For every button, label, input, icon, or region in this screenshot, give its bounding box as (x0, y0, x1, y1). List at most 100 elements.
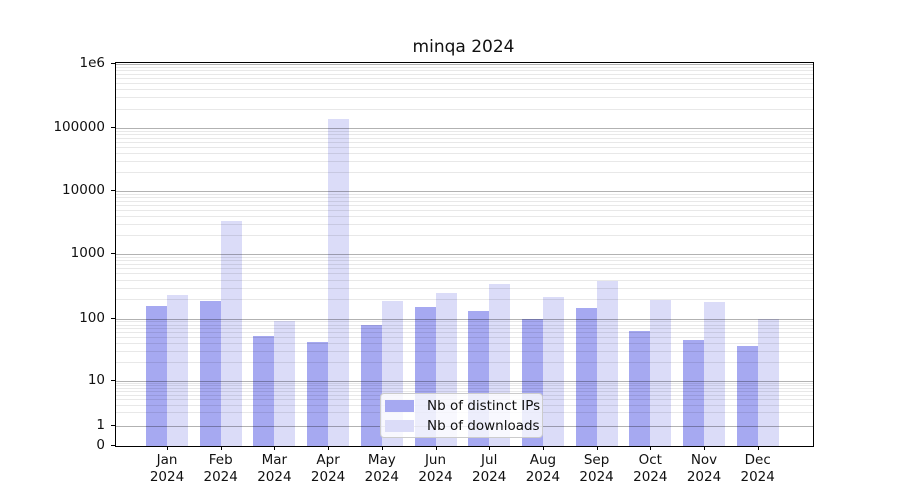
minor-gridline (116, 89, 813, 91)
x-tick-mark (435, 446, 437, 450)
minor-gridline (116, 235, 813, 237)
legend-row-downloads: Nb of downloads (385, 419, 540, 433)
y-tick-mark (111, 190, 115, 191)
y-tick-mark (111, 380, 115, 381)
minor-gridline (116, 299, 813, 301)
plot-area (115, 62, 814, 447)
minor-gridline (116, 70, 813, 72)
bar-downloads-nov (704, 302, 725, 446)
minor-gridline (116, 351, 813, 353)
minor-gridline (116, 108, 813, 110)
x-tick-label-jul: Jul 2024 (472, 452, 507, 485)
x-tick-label-jun: Jun 2024 (418, 452, 453, 485)
minor-gridline (116, 256, 813, 258)
y-tick-mark (111, 63, 115, 64)
bar-distinct-ips-oct (629, 331, 651, 446)
y-tick-label-0: 0 (96, 437, 105, 453)
minor-gridline (116, 263, 813, 265)
minor-gridline (116, 279, 813, 281)
chart-title: minqa 2024 (412, 37, 515, 57)
x-tick-label-nov: Nov 2024 (686, 452, 722, 485)
bar-downloads-feb (220, 221, 242, 446)
y-tick-label-10000: 10000 (62, 182, 105, 198)
x-tick-label-feb: Feb 2024 (203, 452, 238, 485)
bar-distinct-ips-may (360, 324, 382, 446)
minor-gridline (116, 383, 813, 385)
y-tick-mark (111, 253, 115, 254)
minor-gridline (116, 204, 813, 206)
minor-gridline (116, 268, 813, 270)
y-tick-mark (111, 317, 115, 319)
x-tick-mark (704, 446, 705, 450)
x-tick-mark (220, 446, 222, 450)
minor-gridline (116, 260, 813, 262)
minor-gridline (116, 223, 813, 225)
y-tick-label-1e6: 1e6 (79, 55, 105, 71)
bar-downloads-oct (650, 299, 672, 446)
y-tick-label-100000: 100000 (53, 119, 105, 135)
bar-downloads-sep (596, 280, 618, 446)
bar-distinct-ips-jan (146, 306, 167, 446)
minor-gridline (116, 130, 813, 132)
minor-gridline (116, 321, 813, 323)
bar-downloads-apr (328, 118, 350, 446)
y-tick-mark (111, 127, 115, 128)
legend-label-downloads: Nb of downloads (427, 417, 540, 434)
x-tick-mark (167, 446, 168, 450)
minor-gridline (116, 146, 813, 148)
x-tick-label-dec: Dec 2024 (740, 452, 775, 485)
gridlines-layer (116, 63, 813, 446)
minor-gridline (116, 141, 813, 143)
minor-gridline (116, 332, 813, 334)
minor-gridline (116, 134, 813, 136)
x-tick-mark (542, 446, 544, 450)
y-tick-label-1: 1 (96, 417, 105, 433)
minor-gridline (116, 172, 813, 174)
x-tick-label-sep: Sep 2024 (579, 452, 614, 485)
legend: Nb of distinct IPs Nb of downloads (380, 393, 543, 438)
minor-gridline (116, 287, 813, 289)
minor-gridline (116, 337, 813, 339)
minor-gridline (116, 78, 813, 80)
legend-label-distinct-ips: Nb of distinct IPs (427, 397, 541, 414)
minor-gridline (116, 197, 813, 199)
minor-gridline (116, 153, 813, 155)
minor-gridline (116, 362, 813, 364)
x-tick-label-mar: Mar 2024 (257, 452, 292, 485)
minor-gridline (116, 193, 813, 195)
minor-gridline (116, 387, 813, 389)
minor-gridline (116, 324, 813, 326)
major-gridline (116, 191, 813, 192)
legend-row-distinct-ips: Nb of distinct IPs (385, 399, 540, 413)
minor-gridline (116, 200, 813, 202)
y-tick-mark (111, 445, 115, 446)
minor-gridline (116, 385, 813, 387)
minor-gridline (116, 73, 813, 75)
y-tick-label-1000: 1000 (70, 245, 105, 261)
x-tick-mark (381, 446, 383, 450)
minor-gridline (116, 97, 813, 99)
major-gridline (116, 128, 813, 129)
bar-distinct-ips-dec (736, 346, 758, 446)
bar-distinct-ips-sep (575, 308, 597, 446)
minor-gridline (116, 66, 813, 68)
major-gridline (116, 318, 813, 320)
minor-gridline (116, 83, 813, 85)
minor-gridline (116, 160, 813, 162)
x-tick-label-oct: Oct 2024 (633, 452, 668, 485)
x-tick-label-apr: Apr 2024 (310, 452, 346, 485)
x-tick-mark (596, 446, 598, 450)
x-tick-mark (650, 446, 652, 450)
legend-swatch-distinct-ips (385, 399, 414, 412)
major-gridline (116, 381, 813, 382)
x-tick-mark (328, 446, 330, 450)
major-gridline (116, 64, 813, 65)
minor-gridline (116, 137, 813, 139)
legend-swatch-downloads (385, 419, 414, 432)
x-tick-label-may: May 2024 (364, 452, 399, 485)
minor-gridline (116, 328, 813, 330)
bar-downloads-jan (167, 295, 188, 446)
bar-distinct-ips-feb (199, 301, 221, 446)
y-tick-label-100: 100 (79, 309, 105, 326)
x-tick-label-aug: Aug 2024 (525, 452, 561, 485)
